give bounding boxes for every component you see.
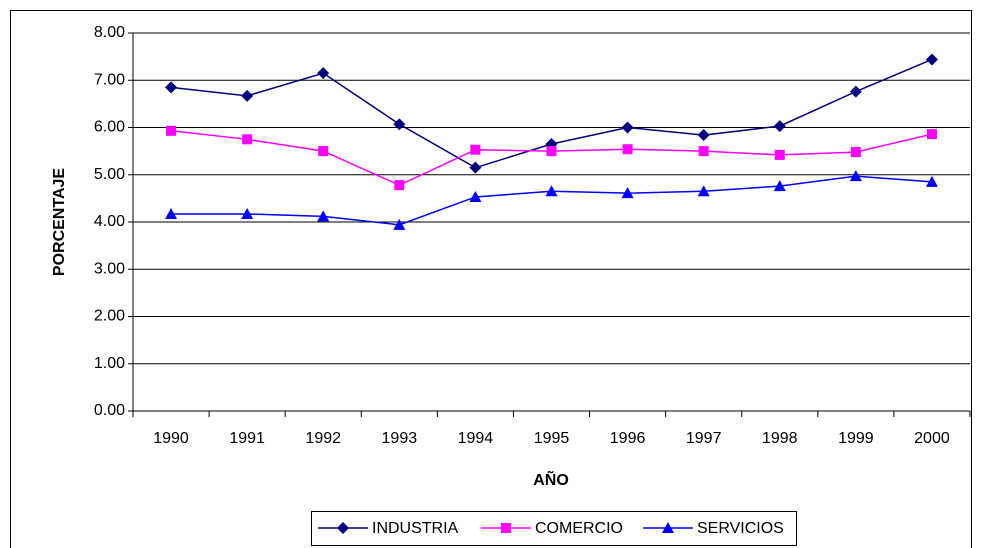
marker — [241, 207, 254, 219]
marker — [318, 146, 329, 157]
marker — [925, 175, 938, 187]
marker — [317, 67, 330, 80]
marker — [241, 89, 254, 102]
marker — [393, 218, 406, 230]
marker — [470, 144, 481, 155]
x-tick-label: 1993 — [382, 430, 418, 447]
marker — [621, 121, 634, 134]
marker — [697, 185, 710, 197]
marker — [925, 53, 938, 66]
marker — [697, 129, 710, 142]
x-axis-title: AÑO — [533, 469, 569, 489]
marker — [622, 144, 633, 155]
y-tick-label: 3.00 — [94, 260, 125, 277]
marker — [849, 170, 862, 182]
marker — [469, 161, 482, 174]
marker — [773, 180, 786, 192]
chart-border — [10, 10, 972, 548]
x-tick-label: 1995 — [534, 430, 570, 447]
legend-label: COMERCIO — [535, 520, 623, 537]
marker — [698, 146, 709, 157]
x-tick-label: 1998 — [762, 430, 798, 447]
marker — [165, 207, 178, 219]
y-tick-label: 4.00 — [94, 213, 125, 230]
marker — [469, 190, 482, 202]
marker — [546, 146, 557, 157]
x-tick-label: 1994 — [458, 430, 494, 447]
marker — [242, 134, 253, 145]
x-tick-label: 1996 — [610, 430, 646, 447]
legend-label: SERVICIOS — [697, 520, 784, 537]
marker — [165, 81, 178, 94]
marker — [849, 85, 862, 98]
marker — [545, 185, 558, 197]
marker — [621, 187, 634, 199]
y-tick-label: 6.00 — [94, 119, 125, 136]
marker — [773, 120, 786, 133]
marker — [774, 149, 785, 160]
x-tick-label: 2000 — [914, 430, 950, 447]
marker — [317, 210, 330, 222]
x-tick-label: 1990 — [153, 430, 189, 447]
y-tick-label: 7.00 — [94, 71, 125, 88]
y-tick-label: 1.00 — [94, 355, 125, 372]
x-tick-label: 1992 — [305, 430, 341, 447]
y-tick-label: 8.00 — [94, 24, 125, 41]
marker — [850, 147, 861, 158]
marker — [337, 522, 349, 534]
x-tick-label: 1999 — [838, 430, 874, 447]
marker — [393, 118, 406, 131]
y-tick-label: 2.00 — [94, 308, 125, 325]
marker — [166, 125, 177, 136]
marker — [501, 523, 511, 533]
y-tick-label: 0.00 — [94, 402, 125, 419]
legend-box — [311, 511, 797, 546]
marker — [926, 129, 937, 140]
x-tick-label: 1991 — [229, 430, 265, 447]
marker — [662, 522, 674, 533]
y-tick-label: 5.00 — [94, 166, 125, 183]
legend-label: INDUSTRIA — [372, 520, 459, 537]
y-axis-title: PORCENTAJE — [51, 168, 68, 276]
marker — [394, 180, 405, 191]
x-tick-label: 1997 — [686, 430, 722, 447]
